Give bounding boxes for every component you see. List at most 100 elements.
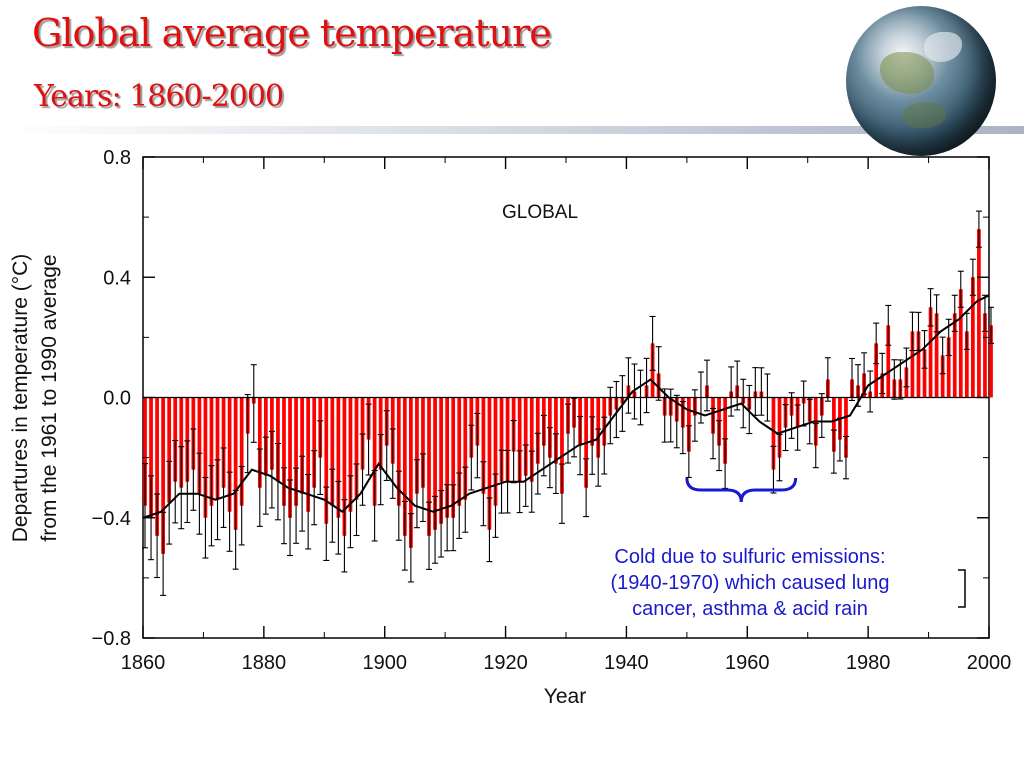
annotation-line-3: cancer, asthma & acid rain bbox=[632, 598, 868, 620]
bar-1895 bbox=[354, 397, 359, 500]
bar-1884 bbox=[288, 397, 292, 518]
y-axis-label: Departures in temperature (°C) bbox=[9, 254, 32, 543]
error-bar-1996 bbox=[963, 312, 970, 350]
error-bar-1997 bbox=[969, 258, 976, 296]
error-bar-1967 bbox=[788, 392, 795, 439]
error-bar-1875 bbox=[232, 489, 239, 570]
error-bar-1868 bbox=[190, 428, 197, 511]
error-bar-1925 bbox=[534, 432, 541, 495]
bar-1873 bbox=[221, 397, 226, 488]
bar-1886 bbox=[300, 397, 304, 494]
x-tick-label: 1960 bbox=[725, 652, 770, 674]
error-bar-1876 bbox=[238, 465, 245, 546]
error-bar-1970 bbox=[806, 398, 813, 445]
error-bar-1999 bbox=[981, 294, 988, 332]
error-bar-1884 bbox=[287, 479, 294, 557]
error-bar-1988 bbox=[915, 311, 922, 351]
bar-1869 bbox=[197, 397, 202, 494]
x-tick-label: 1940 bbox=[604, 652, 649, 674]
bar-1892 bbox=[336, 397, 341, 518]
bar-1862 bbox=[155, 397, 159, 536]
error-bar-1992 bbox=[939, 336, 946, 375]
error-bar-1901 bbox=[389, 428, 396, 499]
error-bar-1983 bbox=[885, 304, 892, 346]
bar-1898 bbox=[372, 397, 377, 506]
bar-1907 bbox=[427, 397, 431, 536]
y-axis: 0.8 0.4 0.0 −0.4 −0.8 bbox=[92, 147, 989, 650]
bar-1995 bbox=[958, 289, 963, 398]
slide-subtitle: Years: 1860-2000 bbox=[34, 79, 284, 114]
bar-1994 bbox=[952, 313, 957, 398]
error-bar-1966 bbox=[782, 404, 789, 452]
error-bar-1890 bbox=[323, 486, 330, 561]
bar-1928 bbox=[554, 397, 558, 464]
error-bar-1921 bbox=[510, 419, 517, 484]
bar-1929 bbox=[560, 397, 564, 494]
bar-1864 bbox=[167, 397, 172, 503]
bar-1974 bbox=[832, 397, 836, 452]
bar-1870 bbox=[203, 397, 208, 518]
bar-1924 bbox=[529, 397, 534, 482]
y-tick-label: 0.8 bbox=[103, 147, 131, 169]
error-bar-1955 bbox=[716, 420, 723, 472]
error-bar-1959 bbox=[740, 378, 747, 429]
scale-bracket bbox=[958, 569, 966, 608]
error-bar-1865 bbox=[172, 439, 179, 524]
bar-1883 bbox=[282, 397, 286, 506]
error-bar-1896 bbox=[359, 433, 366, 506]
error-bar-1900 bbox=[383, 410, 390, 482]
error-bar-1958 bbox=[734, 360, 741, 411]
error-bar-1866 bbox=[178, 446, 185, 530]
error-bar-1874 bbox=[226, 471, 233, 552]
annotation-line-1: Cold due to sulfuric emissions: bbox=[614, 546, 886, 568]
error-bar-1873 bbox=[220, 447, 227, 528]
bar-1905 bbox=[415, 397, 419, 494]
bar-1917 bbox=[487, 397, 492, 530]
bar-1912 bbox=[457, 397, 462, 506]
error-bar-1895 bbox=[353, 463, 360, 537]
error-bar-1913 bbox=[462, 466, 469, 533]
bar-1922 bbox=[517, 397, 522, 482]
error-bar-1919 bbox=[498, 449, 505, 514]
x-tick-label: 1880 bbox=[242, 652, 287, 674]
error-bar-1862 bbox=[154, 493, 161, 579]
bar-1956 bbox=[723, 397, 727, 464]
bar-1983 bbox=[886, 325, 891, 398]
bar-1999 bbox=[983, 313, 987, 398]
bar-1872 bbox=[215, 397, 220, 500]
bar-1893 bbox=[342, 397, 347, 536]
error-bar-1989 bbox=[921, 330, 928, 369]
error-bar-1880 bbox=[262, 436, 269, 515]
error-bar-1991 bbox=[933, 294, 940, 333]
slide-title: Global average temperature bbox=[32, 11, 552, 55]
bar-2000 bbox=[989, 325, 993, 398]
error-bar-1871 bbox=[208, 465, 215, 547]
header-divider bbox=[0, 126, 1024, 134]
error-bar-1885 bbox=[293, 467, 300, 544]
bar-1993 bbox=[946, 337, 951, 398]
error-bar-1950 bbox=[685, 425, 692, 479]
error-bar-1971 bbox=[812, 422, 819, 469]
bar-1988 bbox=[916, 331, 921, 398]
error-bar-1940 bbox=[625, 357, 632, 414]
error-bar-1972 bbox=[818, 393, 825, 438]
error-bar-1973 bbox=[824, 357, 831, 402]
x-tick-label: 1920 bbox=[483, 652, 528, 674]
globe-icon bbox=[846, 6, 996, 156]
error-bar-1976 bbox=[842, 435, 849, 480]
error-bar-2000 bbox=[988, 306, 994, 344]
error-bar-1964 bbox=[770, 445, 777, 494]
bar-1989 bbox=[922, 349, 927, 398]
bar-1920 bbox=[505, 397, 510, 482]
error-bar-1948 bbox=[673, 394, 680, 449]
bar-1950 bbox=[686, 397, 691, 452]
y-tick-label: 0.0 bbox=[103, 388, 131, 410]
error-bar-1951 bbox=[691, 389, 698, 442]
error-bar-1878 bbox=[250, 364, 257, 443]
bar-1990 bbox=[928, 307, 933, 398]
error-bar-1903 bbox=[401, 500, 408, 571]
x-axis-label: Year bbox=[544, 685, 586, 708]
bar-1879 bbox=[257, 397, 262, 488]
bar-1910 bbox=[445, 397, 450, 518]
error-bar-1877 bbox=[244, 394, 251, 474]
